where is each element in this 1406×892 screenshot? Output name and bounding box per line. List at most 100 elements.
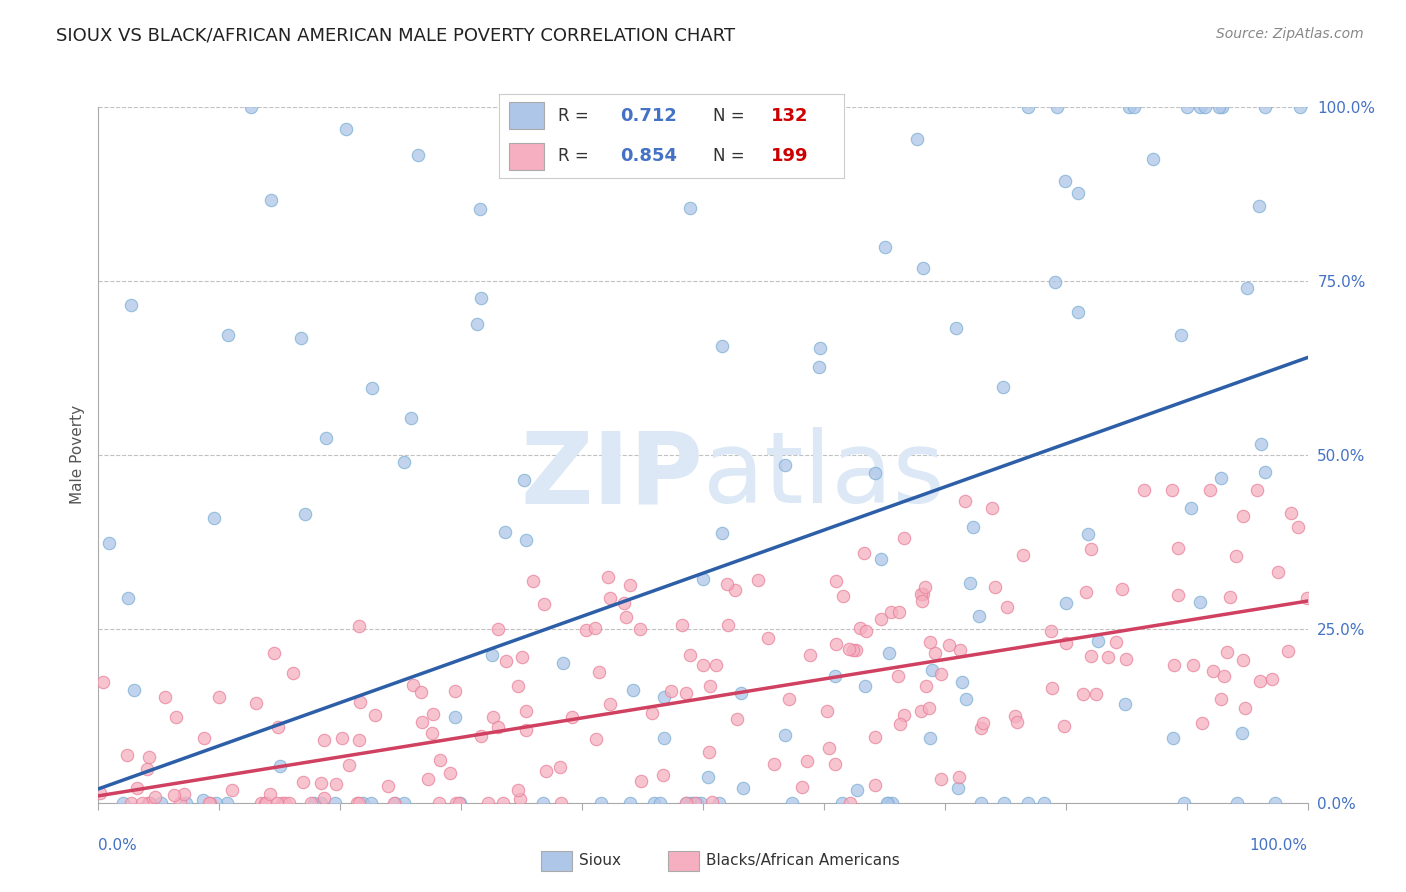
Point	[267, 720, 290, 734]
Point	[131, 796, 153, 810]
Point	[845, 783, 868, 797]
Point	[1209, 471, 1232, 485]
Point	[346, 796, 368, 810]
Point	[1232, 652, 1254, 666]
Point	[1111, 582, 1133, 596]
Point	[962, 520, 984, 534]
Point	[711, 339, 734, 353]
Point	[169, 796, 191, 810]
Point	[950, 675, 973, 690]
Point	[1208, 100, 1230, 114]
Point	[143, 790, 166, 805]
Point	[981, 501, 1004, 516]
Point	[613, 596, 636, 610]
Point	[697, 745, 720, 759]
Y-axis label: Male Poverty: Male Poverty	[69, 405, 84, 505]
Point	[325, 777, 347, 791]
Point	[536, 764, 558, 778]
Point	[492, 796, 515, 810]
Point	[1277, 643, 1299, 657]
Point	[692, 658, 714, 673]
Point	[1173, 796, 1195, 810]
Point	[1074, 584, 1097, 599]
Point	[1123, 100, 1146, 114]
Point	[724, 100, 747, 114]
Point	[1097, 650, 1119, 665]
Point	[675, 796, 697, 810]
Point	[239, 100, 262, 114]
Point	[392, 796, 415, 810]
Point	[839, 796, 862, 810]
Point	[522, 574, 544, 588]
Point	[852, 545, 875, 559]
Point	[875, 240, 897, 254]
Point	[91, 674, 114, 689]
Point	[1233, 700, 1256, 714]
Point	[1004, 709, 1026, 723]
Point	[349, 695, 371, 709]
Point	[1198, 483, 1220, 497]
Text: Source: ZipAtlas.com: Source: ZipAtlas.com	[1216, 27, 1364, 41]
Point	[544, 100, 567, 114]
Point	[360, 796, 382, 810]
Text: atlas: atlas	[703, 427, 945, 524]
Point	[531, 796, 554, 810]
Point	[494, 524, 516, 539]
Point	[1032, 796, 1054, 810]
Point	[1194, 100, 1216, 114]
Point	[877, 646, 900, 660]
Point	[263, 646, 285, 660]
Point	[869, 611, 891, 625]
Point	[984, 580, 1007, 594]
Point	[193, 731, 215, 746]
Point	[733, 781, 755, 796]
Point	[948, 770, 970, 784]
Point	[675, 686, 697, 700]
Point	[643, 796, 665, 810]
Point	[1104, 635, 1126, 649]
Point	[465, 318, 488, 332]
Point	[314, 791, 336, 805]
Point	[508, 783, 530, 797]
Point	[921, 663, 943, 677]
Point	[1118, 100, 1140, 114]
Point	[838, 641, 860, 656]
Point	[352, 796, 374, 810]
Point	[711, 526, 734, 541]
Point	[449, 796, 471, 810]
Point	[1286, 519, 1309, 533]
Text: 0.0%: 0.0%	[98, 838, 138, 853]
Point	[443, 710, 465, 724]
Point	[747, 573, 769, 587]
Point	[1067, 186, 1090, 201]
Point	[510, 649, 533, 664]
Point	[120, 298, 142, 312]
Point	[863, 730, 886, 744]
Point	[173, 788, 195, 802]
Point	[260, 193, 283, 207]
Point	[877, 796, 900, 810]
Point	[905, 132, 928, 146]
Point	[377, 779, 399, 793]
Point	[585, 732, 607, 747]
Point	[915, 679, 938, 693]
Point	[221, 783, 243, 797]
Point	[1209, 692, 1232, 706]
Point	[654, 690, 676, 704]
Point	[967, 609, 990, 624]
Point	[1161, 483, 1184, 497]
Point	[197, 796, 219, 810]
Text: N =: N =	[713, 107, 749, 125]
Point	[619, 796, 641, 810]
Point	[290, 331, 312, 345]
Point	[446, 796, 468, 810]
Point	[679, 648, 702, 662]
Text: R =: R =	[558, 147, 593, 165]
Point	[1114, 697, 1136, 711]
Text: 0.712: 0.712	[620, 107, 676, 125]
Point	[959, 575, 981, 590]
Point	[335, 121, 357, 136]
Point	[929, 667, 952, 681]
Point	[349, 796, 371, 810]
Point	[1167, 541, 1189, 555]
